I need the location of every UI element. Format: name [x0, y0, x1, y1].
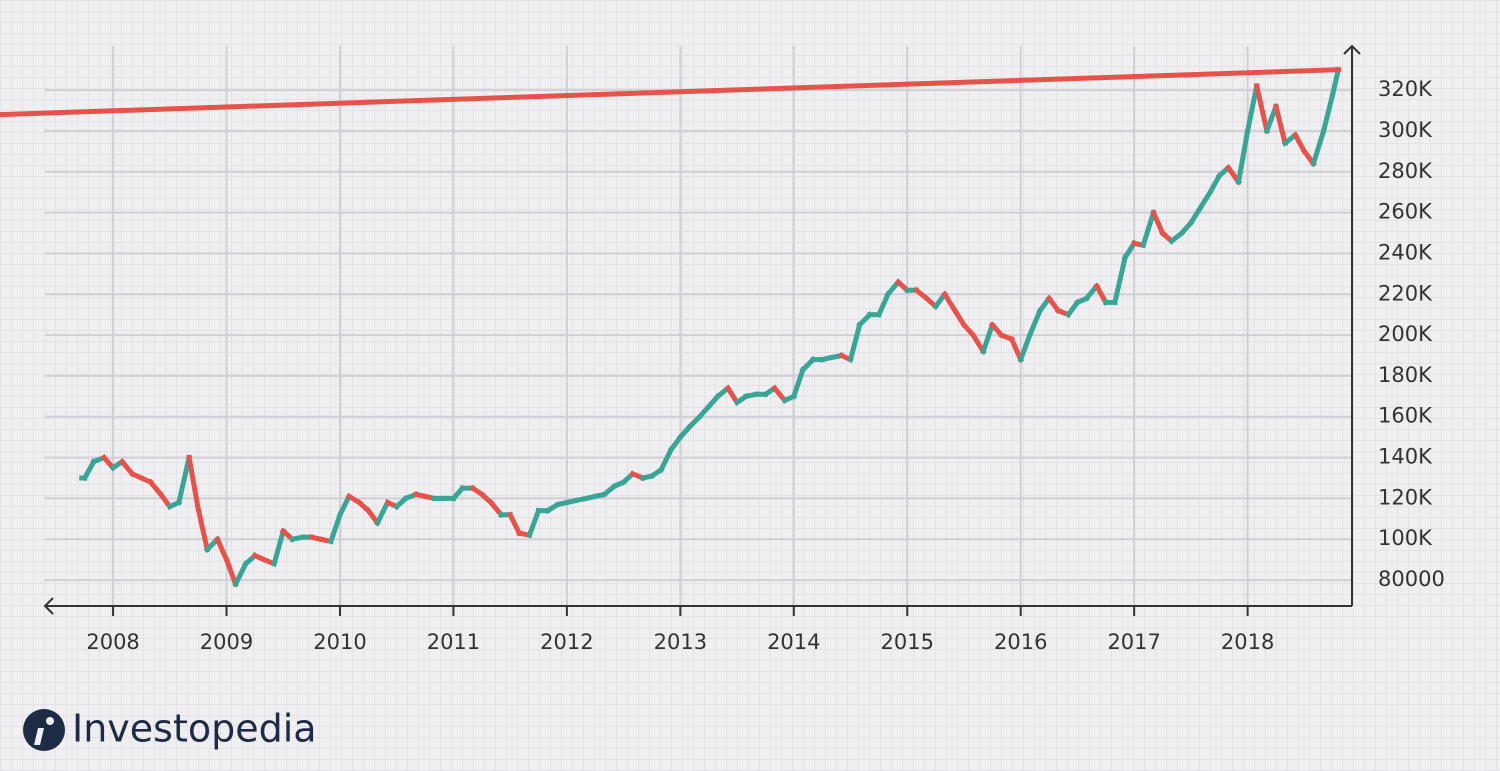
price-segment	[214, 535, 230, 563]
price-segment	[175, 454, 193, 506]
y-axis-arrow	[1343, 44, 1361, 55]
price-segment	[884, 278, 902, 298]
price-segment	[1206, 172, 1223, 196]
price-segment	[146, 478, 165, 498]
logo-stem	[34, 728, 44, 745]
y-tick-label: 140K	[1378, 445, 1433, 469]
x-tick-label: 2008	[86, 630, 139, 654]
price-segment	[1196, 188, 1214, 212]
price-segment	[506, 511, 523, 537]
x-tick-label: 2011	[427, 630, 480, 654]
y-tick-label: 180K	[1378, 363, 1433, 387]
price-segment	[1272, 103, 1289, 147]
price-segment	[186, 454, 202, 512]
price-segment	[941, 290, 959, 315]
price-segment	[526, 507, 542, 539]
y-tick-label: 200K	[1378, 322, 1433, 346]
price-segment	[1008, 335, 1025, 363]
price-segment	[327, 511, 344, 545]
y-tick-label: 300K	[1378, 118, 1433, 142]
x-tick-label: 2017	[1107, 630, 1160, 654]
price-segment	[374, 499, 391, 527]
price-segment	[875, 290, 892, 318]
brand: Investopedia	[72, 707, 317, 751]
logo-dot	[46, 717, 54, 725]
price-segment	[1253, 83, 1270, 134]
price-segment	[1291, 131, 1308, 155]
price-segment	[336, 493, 353, 519]
price-segment	[1111, 254, 1129, 306]
price-segment	[0, 67, 1341, 118]
price-segment	[1329, 66, 1342, 98]
y-tick-label: 220K	[1378, 281, 1433, 305]
price-segment	[951, 307, 968, 329]
logo-icon	[23, 709, 65, 751]
x-tick-label: 2010	[313, 630, 366, 654]
price-segment	[1235, 128, 1251, 185]
y-tick-label: 120K	[1378, 485, 1433, 509]
x-tick-label: 2018	[1221, 630, 1274, 654]
price-segment	[232, 560, 250, 588]
x-tick-label: 2016	[994, 630, 1047, 654]
price-segment	[1121, 239, 1138, 261]
price-segment	[724, 384, 741, 406]
price-segment	[223, 556, 239, 588]
price-segment	[790, 366, 807, 400]
price-segment	[657, 446, 675, 474]
y-tick-label: 100K	[1378, 526, 1433, 550]
price-segment	[1187, 205, 1204, 227]
price-segment	[1244, 83, 1260, 134]
x-axis-arrow	[43, 597, 54, 615]
y-tick-label: 80000	[1378, 567, 1445, 591]
price-segment	[1150, 209, 1166, 237]
price-segment	[1310, 127, 1327, 167]
y-tick-label: 240K	[1378, 240, 1433, 264]
y-tick-label: 260K	[1378, 200, 1433, 224]
x-tick-label: 2015	[881, 630, 934, 654]
logo: Investopedia	[23, 707, 317, 751]
price-segment	[1140, 209, 1157, 249]
grid	[45, 46, 1352, 606]
price-segment	[1093, 282, 1110, 306]
price-segment	[1320, 91, 1336, 134]
price-segment	[770, 384, 789, 404]
x-tick-label: 2009	[200, 630, 253, 654]
price-segment	[980, 321, 996, 355]
x-tick-label: 2012	[540, 630, 593, 654]
price-segment	[1026, 307, 1044, 339]
price-segment	[271, 527, 287, 567]
plot	[0, 66, 1342, 588]
y-tick-label: 160K	[1378, 404, 1433, 428]
price-segment	[1017, 331, 1034, 363]
x-tick-label: 2013	[654, 630, 707, 654]
y-tick-label: 280K	[1378, 159, 1433, 183]
price-segment	[847, 321, 863, 363]
price-segment	[667, 433, 684, 453]
x-tick-label: 2014	[767, 630, 820, 654]
price-segment	[195, 505, 211, 553]
y-tick-label: 320K	[1378, 77, 1433, 101]
